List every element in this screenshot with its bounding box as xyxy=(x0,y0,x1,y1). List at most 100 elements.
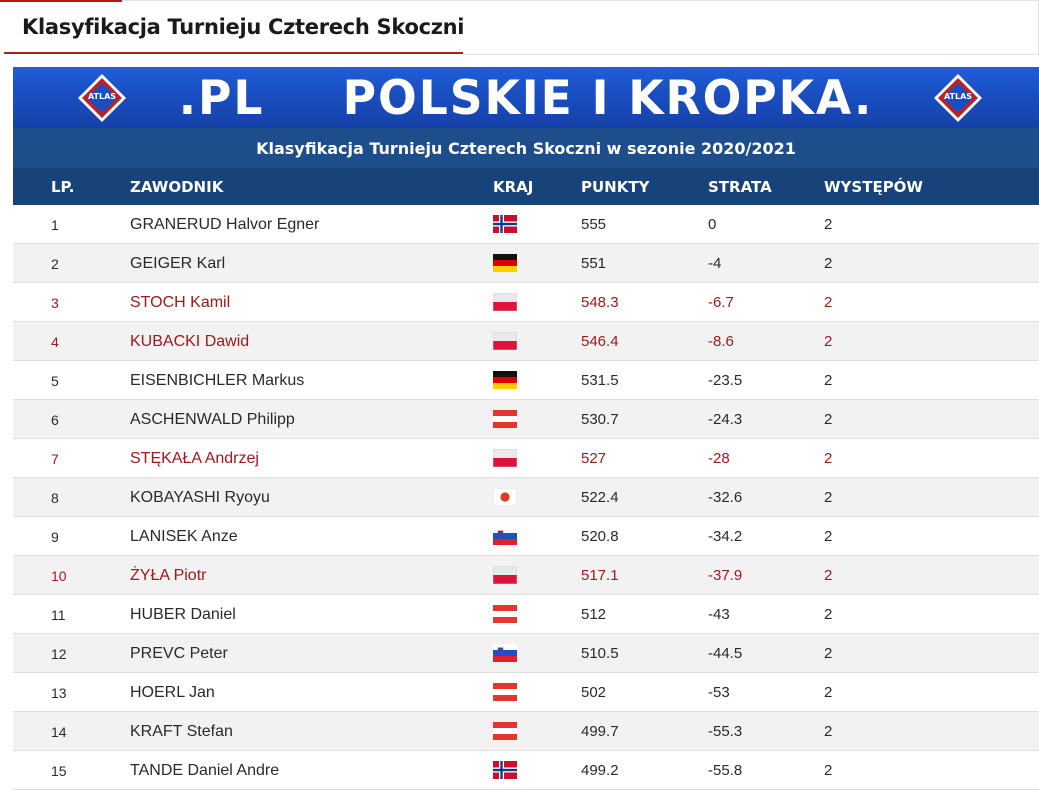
points-cell: 512 xyxy=(581,606,607,623)
athlete-name-link[interactable]: HUBER Daniel xyxy=(130,606,236,623)
wystepow-cell: 2 xyxy=(824,333,833,350)
athlete-name-link[interactable]: KOBAYASHI Ryoyu xyxy=(130,489,270,506)
points-cell: 499.7 xyxy=(581,723,619,740)
strata-cell: -53 xyxy=(708,684,730,701)
germany-flag-icon xyxy=(493,254,517,272)
strata-cell: -6.7 xyxy=(708,294,734,311)
points-cell: 548.3 xyxy=(581,294,619,311)
points-cell: 551 xyxy=(581,255,607,272)
banner-domain-text: .PL xyxy=(178,71,265,126)
athlete-name-link[interactable]: ASCHENWALD Philipp xyxy=(130,411,295,428)
athlete-name-link[interactable]: EISENBICHLER Markus xyxy=(130,372,305,389)
table-row[interactable]: 14 KRAFT Stefan 499.7 -55.3 2 xyxy=(13,712,1039,751)
rank-cell: 8 xyxy=(51,490,59,506)
wystepow-cell: 2 xyxy=(824,567,833,584)
rank-cell: 4 xyxy=(51,334,59,350)
table-row[interactable]: 5 EISENBICHLER Markus 531.5 -23.5 2 xyxy=(13,361,1039,400)
header-wystepow: WYSTĘPÓW xyxy=(824,178,923,196)
athlete-name-link[interactable]: KUBACKI Dawid xyxy=(130,333,250,350)
banner-headline: .PL POLSKIE I KROPKA. xyxy=(28,71,1023,126)
table-caption: Klasyfikacja Turnieju Czterech Skoczni w… xyxy=(13,128,1039,168)
table-row[interactable]: 4 KUBACKI Dawid 546.4 -8.6 2 xyxy=(13,322,1039,361)
athlete-name-link[interactable]: ŻYŁA Piotr xyxy=(130,567,207,584)
points-cell: 531.5 xyxy=(581,372,619,389)
atlas-logo-label: ATLAS xyxy=(943,92,973,101)
rank-cell: 1 xyxy=(51,217,59,233)
athlete-name-link[interactable]: PREVC Peter xyxy=(130,645,228,662)
wystepow-cell: 2 xyxy=(824,255,833,272)
poland-flag-icon xyxy=(493,332,517,350)
japan-flag-icon xyxy=(493,488,517,506)
top-accent-line xyxy=(0,0,122,2)
athlete-name-link[interactable]: HOERL Jan xyxy=(130,684,215,701)
points-cell: 502 xyxy=(581,684,607,701)
points-cell: 555 xyxy=(581,216,607,233)
strata-cell: -4 xyxy=(708,255,722,272)
header-zawodnik: ZAWODNIK xyxy=(130,178,224,196)
slovenia-flag-icon xyxy=(493,644,517,662)
strata-cell: -43 xyxy=(708,606,730,623)
strata-cell: -8.6 xyxy=(708,333,734,350)
strata-cell: 0 xyxy=(708,216,717,233)
header-strata: STRATA xyxy=(708,178,772,196)
rank-cell: 15 xyxy=(51,763,67,779)
points-cell: 510.5 xyxy=(581,645,619,662)
strata-cell: -55.8 xyxy=(708,762,743,779)
rank-cell: 6 xyxy=(51,412,59,428)
athlete-name-link[interactable]: TANDE Daniel Andre xyxy=(130,762,280,779)
table-row[interactable]: 1 GRANERUD Halvor Egner 555 0 2 xyxy=(13,205,1039,244)
table-row[interactable]: 2 GEIGER Karl 551 -4 2 xyxy=(13,244,1039,283)
table-row[interactable]: 7 STĘKAŁA Andrzej 527 -28 2 xyxy=(13,439,1039,478)
poland-flag-icon xyxy=(493,449,517,467)
strata-cell: -32.6 xyxy=(708,489,743,506)
table-row[interactable]: 9 LANISEK Anze 520.8 -34.2 2 xyxy=(13,517,1039,556)
atlas-logo-right: ATLAS xyxy=(933,73,983,123)
rank-cell: 10 xyxy=(51,568,67,584)
austria-flag-icon xyxy=(493,410,517,428)
header-kraj: KRAJ xyxy=(493,178,534,196)
table-row[interactable]: 6 ASCHENWALD Philipp 530.7 -24.3 2 xyxy=(13,400,1039,439)
wystepow-cell: 2 xyxy=(824,684,833,701)
rank-cell: 12 xyxy=(51,646,67,662)
banner-slogan-text: POLSKIE I KROPKA. xyxy=(342,71,874,126)
table-row[interactable]: 13 HOERL Jan 502 -53 2 xyxy=(13,673,1039,712)
points-cell: 546.4 xyxy=(581,333,619,350)
germany-flag-icon xyxy=(493,371,517,389)
wystepow-cell: 2 xyxy=(824,762,833,779)
table-row[interactable]: 11 HUBER Daniel 512 -43 2 xyxy=(13,595,1039,634)
strata-cell: -55.3 xyxy=(708,723,743,740)
rank-cell: 7 xyxy=(51,451,59,467)
athlete-name-link[interactable]: KRAFT Stefan xyxy=(130,723,233,740)
wystepow-cell: 2 xyxy=(824,216,833,233)
table-row[interactable]: 10 ŻYŁA Piotr 517.1 -37.9 2 xyxy=(13,556,1039,595)
points-cell: 530.7 xyxy=(581,411,619,428)
table-row[interactable]: 8 KOBAYASHI Ryoyu 522.4 -32.6 2 xyxy=(13,478,1039,517)
table-row[interactable]: 3 STOCH Kamil 548.3 -6.7 2 xyxy=(13,283,1039,322)
poland-flag-icon xyxy=(493,566,517,584)
rank-cell: 2 xyxy=(51,256,59,272)
poland-flag-icon xyxy=(493,293,517,311)
strata-cell: -44.5 xyxy=(708,645,743,662)
wystepow-cell: 2 xyxy=(824,489,833,506)
atlas-logo-label: ATLAS xyxy=(87,92,117,101)
athlete-name-link[interactable]: GRANERUD Halvor Egner xyxy=(130,216,320,233)
rank-cell: 13 xyxy=(51,685,67,701)
athlete-name-link[interactable]: GEIGER Karl xyxy=(130,255,226,272)
points-cell: 499.2 xyxy=(581,762,619,779)
table-row[interactable]: 12 PREVC Peter 510.5 -44.5 2 xyxy=(13,634,1039,673)
title-divider xyxy=(463,54,1039,55)
austria-flag-icon xyxy=(493,605,517,623)
table-row[interactable]: 15 TANDE Daniel Andre 499.2 -55.8 2 xyxy=(13,751,1039,790)
wystepow-cell: 2 xyxy=(824,411,833,428)
athlete-name-link[interactable]: STOCH Kamil xyxy=(130,294,231,311)
athlete-name-link[interactable]: LANISEK Anze xyxy=(130,528,238,545)
polskie-i-kropka-banner[interactable]: ATLAS .PL POLSKIE I KROPKA. ATLAS xyxy=(13,67,1039,128)
wystepow-cell: 2 xyxy=(824,294,833,311)
wystepow-cell: 2 xyxy=(824,528,833,545)
wystepow-cell: 2 xyxy=(824,606,833,623)
rank-cell: 9 xyxy=(51,529,59,545)
austria-flag-icon xyxy=(493,722,517,740)
athlete-name-link[interactable]: STĘKAŁA Andrzej xyxy=(130,450,259,467)
strata-cell: -23.5 xyxy=(708,372,743,389)
slovenia-flag-icon xyxy=(493,527,517,545)
